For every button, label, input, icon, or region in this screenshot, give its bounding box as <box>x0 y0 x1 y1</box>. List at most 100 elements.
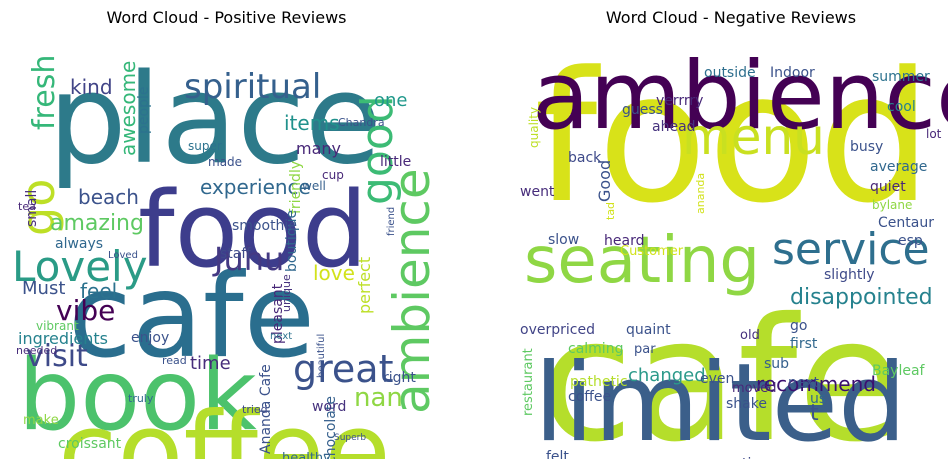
negative-word-bylane: bylane <box>872 198 912 212</box>
negative-word-overpriced: overpriced <box>520 322 595 338</box>
negative-word-seating: seating <box>524 224 760 298</box>
negative-word-bayleaf: Bayleaf <box>872 363 926 379</box>
negative-word-us: us <box>810 391 826 407</box>
negative-word-summer: summer <box>872 69 930 85</box>
negative-word-good: Good <box>595 160 614 202</box>
negative-word-ahead: ahead <box>652 119 696 135</box>
negative-word-quaint: quaint <box>626 322 671 338</box>
negative-word-moved: moved <box>732 381 777 396</box>
negative-word-limited: limited <box>534 341 907 459</box>
positive-word-truly: truly <box>128 392 154 405</box>
positive-word-visit: visit <box>26 339 88 374</box>
negative-word-time: time <box>742 456 774 459</box>
positive-word-super: super <box>188 139 222 153</box>
positive-word-make: make <box>23 413 59 428</box>
negative-word-service: service <box>772 224 930 275</box>
negative-word-ananda: ananda <box>694 173 707 214</box>
negative-word-indoor: Indoor <box>770 65 815 81</box>
positive-word-nan: nan <box>354 383 403 413</box>
positive-word-cup: cup <box>322 168 344 182</box>
positive-word-ambience: ambience <box>383 168 441 414</box>
positive-word-smoothie: smoothie <box>232 218 297 234</box>
positive-word-ananda-cafe: Ananda Cafe <box>258 364 274 454</box>
positive-word-made: made <box>208 155 242 169</box>
negative-word-changed: changed <box>628 365 706 386</box>
negative-word-lot: lot <box>926 127 942 141</box>
negative-word-outside: outside <box>704 65 756 81</box>
negative-word-disappointed: disappointed <box>790 285 933 310</box>
positive-word-croissant: croissant <box>58 436 122 452</box>
negative-word-slightly: slightly <box>824 267 875 283</box>
positive-word-always: always <box>55 236 103 252</box>
positive-word-word: word <box>312 399 346 415</box>
positive-word-friendly: friendly <box>288 161 304 214</box>
negative-word-esp: esp <box>898 233 923 249</box>
positive-word-chandra: Chandra <box>338 116 385 129</box>
positive-word-healthy: healthy <box>282 451 331 459</box>
chart-title-positive: Word Cloud - Positive Reviews <box>106 8 347 27</box>
negative-word-quality: quality <box>527 107 541 148</box>
positive-word-enjoy: enjoy <box>131 330 169 346</box>
positive-word-go: go <box>11 179 65 236</box>
negative-word-next: next <box>788 375 820 391</box>
positive-word-perfect: perfect <box>355 257 374 314</box>
positive-word-loved: Loved <box>108 250 138 261</box>
positive-word-friend: friend <box>386 207 397 236</box>
negative-word-restaurant: restaurant <box>521 348 536 416</box>
negative-word-slow: slow <box>548 232 579 248</box>
positive-word-people: people <box>136 87 152 134</box>
positive-word-tried: tried <box>242 403 268 416</box>
negative-word-cafe: cafe <box>540 282 902 459</box>
positive-word-unique: unique <box>280 274 293 312</box>
negative-word-cool: cool <box>887 99 916 115</box>
positive-word-small: small <box>24 190 40 227</box>
positive-word-spiritual: spiritual <box>184 67 321 107</box>
negative-word-heard: heard <box>604 233 644 249</box>
negative-word-shake: shake <box>726 396 767 412</box>
negative-word-busy: busy <box>850 139 883 155</box>
positive-word-right: right <box>383 370 416 386</box>
positive-word-cafe: cafe <box>68 249 315 384</box>
positive-word-read: read <box>162 354 187 367</box>
negative-word-went: went <box>520 184 555 200</box>
negative-word-coffee: coffee <box>568 389 611 405</box>
positive-word-vibrant: vibrant <box>36 319 79 333</box>
negative-word-sub: sub <box>764 356 789 372</box>
positive-word-juhu: Juhu <box>212 240 284 278</box>
positive-word-feel: feel <box>80 279 117 303</box>
negative-word-calming: calming <box>568 341 623 357</box>
positive-word-experience: experience <box>200 175 311 199</box>
negative-word-menu: menu <box>682 108 825 166</box>
positive-word-pleasant: pleasant <box>270 283 286 344</box>
negative-word-guess: guess <box>622 102 663 118</box>
positive-word-book: book <box>18 339 257 453</box>
negative-word-ambience: ambience <box>532 42 948 151</box>
positive-word-many: many <box>296 139 341 158</box>
chart-title-negative: Word Cloud - Negative Reviews <box>605 8 857 27</box>
positive-word-staff: staff <box>220 246 251 262</box>
wordcloud-negative-panel: food cafe ambience limited seating menu servic… <box>514 34 948 459</box>
negative-word-centaur: Centaur <box>878 215 934 231</box>
positive-word-one: one <box>374 90 408 111</box>
positive-word-good: good <box>352 95 403 205</box>
positive-word-well: well <box>302 179 326 193</box>
negative-word-even: even <box>700 371 734 387</box>
positive-word-time: time <box>190 353 231 374</box>
negative-word-par: par <box>634 342 656 357</box>
positive-word-must: Must <box>22 278 65 299</box>
negative-word-old: old <box>740 328 760 343</box>
positive-word-beach: beach <box>78 185 139 209</box>
wordcloud-negative-canvas: food cafe ambience limited seating menu servic… <box>520 34 948 459</box>
positive-word-fresh: fresh <box>27 55 62 130</box>
positive-word-boutique: boutique <box>284 210 300 272</box>
positive-word-items: items <box>284 111 340 135</box>
negative-word-first: first <box>790 336 818 352</box>
positive-word-kind: kind <box>70 75 113 99</box>
positive-word-love: love <box>313 261 355 285</box>
positive-word-beautiful: beautiful <box>316 334 327 378</box>
positive-word-awesome: awesome <box>116 61 140 156</box>
negative-word-felt: felt <box>546 449 569 459</box>
negative-word-recommend: recommend <box>756 372 876 396</box>
positive-word-vibe: vibe <box>56 294 115 327</box>
